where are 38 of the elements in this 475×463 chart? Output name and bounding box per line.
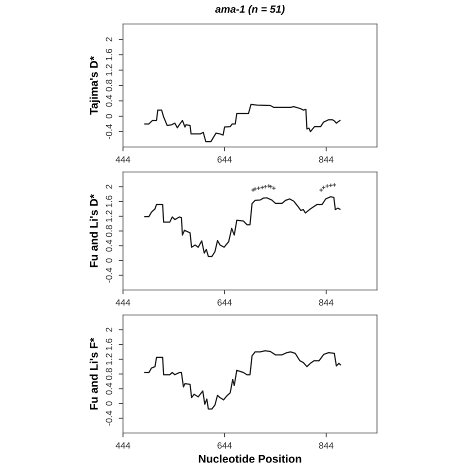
x-tick-label: 444: [116, 156, 130, 163]
y-tick-label: 0.8: [106, 368, 112, 380]
line-series: [144, 196, 341, 258]
chart-title: ama-1 (n = 51): [215, 5, 285, 15]
y-tick-label: 1.2: [106, 64, 112, 76]
y-tick-label: 2: [106, 328, 112, 332]
y-axis-title: Fu and Li's F*: [90, 338, 98, 410]
x-tick-label: 644: [218, 156, 232, 163]
x-tick-label: 444: [116, 299, 130, 306]
y-tick-label: 1.6: [106, 48, 112, 60]
x-tick-label: 844: [319, 299, 334, 306]
y-tick-label: 0.4: [106, 382, 112, 395]
y-tick-label: 2: [106, 184, 112, 189]
y-tick-label: -0.4: [106, 268, 112, 283]
y-tick-label: 0: [106, 258, 112, 263]
y-tick-label: 0.4: [106, 94, 112, 107]
y-tick-label: -0.4: [106, 124, 112, 139]
y-tick-label: 1.6: [106, 338, 112, 350]
y-tick-label: 0: [106, 401, 112, 406]
y-axis-title: Tajima's D*: [90, 56, 100, 115]
y-axis-title: Fu and Li's D*: [90, 194, 98, 268]
x-tick-label: 444: [116, 442, 130, 449]
x-axis-title: Nucleotide Position: [198, 454, 302, 463]
x-tick-label: 644: [218, 442, 232, 449]
y-tick-label: 1.6: [106, 196, 112, 208]
x-tick-label: 644: [218, 299, 232, 306]
y-tick-label: -0.4: [106, 410, 112, 426]
line-series: [144, 350, 342, 410]
y-tick-label: 2: [106, 37, 112, 42]
y-tick-label: 0.8: [106, 80, 112, 92]
y-tick-label: 0: [106, 114, 112, 118]
x-tick-label: 844: [319, 442, 334, 449]
y-tick-label: 0.8: [106, 225, 112, 237]
y-tick-label: 0.4: [106, 240, 112, 252]
line-series: [144, 104, 341, 142]
y-tick-label: 1.2: [106, 353, 112, 365]
x-tick-label: 844: [319, 156, 334, 163]
y-tick-label: 1.2: [106, 210, 112, 222]
